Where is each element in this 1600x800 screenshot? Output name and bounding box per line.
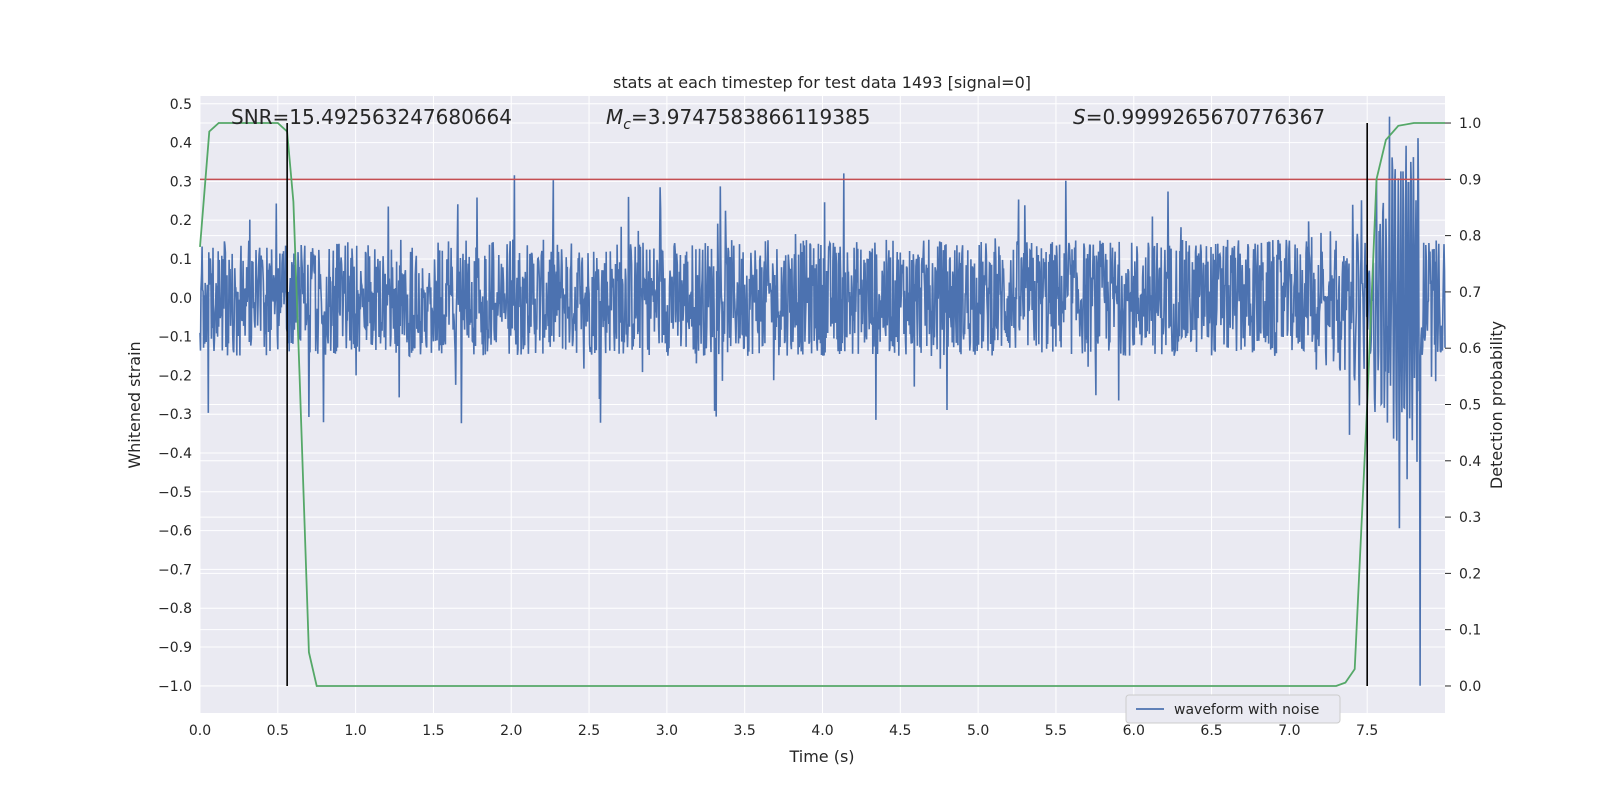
- waveform-line: [199, 116, 1446, 686]
- legend-label: waveform with noise: [1174, 702, 1319, 718]
- y-tick-label: 0.3: [170, 174, 192, 190]
- mc-value: =3.9747583866119385: [631, 105, 870, 129]
- x-ticks: 0.0 0.5 1.0 1.5 2.0 2.5 3.0 3.5 4.0 4.5 5.0 5.5 6.0 6…: [189, 723, 1378, 739]
- x-tick-label: 1.0: [344, 723, 366, 739]
- y2-axis-label: Detection probability: [1487, 321, 1506, 489]
- y-tick-label: −0.2: [158, 368, 192, 384]
- y-tick-label: −0.9: [158, 640, 192, 656]
- y-tick-label: −0.7: [158, 562, 192, 578]
- y2-tick-label: 0.7: [1459, 285, 1481, 301]
- probability-line: [199, 122, 1445, 687]
- y2-tick-label: 0.2: [1459, 566, 1481, 582]
- y-tick-label: 0.2: [170, 213, 192, 229]
- x-tick-label: 2.0: [500, 723, 522, 739]
- y-tick-label: −0.4: [158, 446, 192, 462]
- x-tick-label: 7.5: [1356, 723, 1378, 739]
- mc-subscript: c: [623, 117, 631, 133]
- y2-tick-label: 0.8: [1459, 229, 1481, 245]
- x-tick-label: 7.0: [1278, 723, 1300, 739]
- y2-tick-label: 0.6: [1459, 341, 1481, 357]
- y2-tick-label: 0.0: [1459, 679, 1481, 695]
- y2-tick-label: 0.1: [1459, 623, 1481, 639]
- x-tick-label: 3.0: [656, 723, 678, 739]
- y-tick-label: 0.0: [170, 291, 192, 307]
- x-tick-label: 0.5: [267, 723, 289, 739]
- x-tick-label: 1.5: [422, 723, 444, 739]
- legend-box: [1125, 694, 1341, 724]
- x-tick-label: 6.5: [1200, 723, 1222, 739]
- s-value: =0.9999265670776367: [1086, 105, 1325, 129]
- y2-tick-label: 0.3: [1459, 510, 1481, 526]
- mc-annotation: Mc=3.9747583866119385: [606, 105, 870, 133]
- s-symbol: S: [1073, 105, 1086, 129]
- x-tick-label: 5.0: [967, 723, 989, 739]
- y-tick-label: −0.3: [158, 407, 192, 423]
- y2-tick-label: 0.4: [1459, 454, 1481, 470]
- x-tick-label: 5.5: [1045, 723, 1067, 739]
- x-tick-label: 2.5: [578, 723, 600, 739]
- snr-annotation: SNR=15.492563247680664: [231, 105, 512, 129]
- y-tick-label: −0.5: [158, 485, 192, 501]
- x-axis-label: Time (s): [788, 747, 854, 766]
- annotation-layer: SNR=15.492563247680664 Mc=3.974758386611…: [231, 105, 1325, 133]
- s-annotation: S=0.9999265670776367: [1073, 105, 1325, 129]
- y-tick-label: 0.1: [170, 252, 192, 268]
- y-axis-label: Whitened strain: [125, 341, 144, 468]
- y-tick-label: 0.4: [170, 136, 192, 152]
- y-tick-label: −0.1: [158, 330, 192, 346]
- x-tick-label: 4.5: [889, 723, 911, 739]
- y2-tick-label: 0.5: [1459, 398, 1481, 414]
- mc-symbol: M: [606, 105, 623, 129]
- x-tick-label: 6.0: [1123, 723, 1145, 739]
- chart-title: stats at each timestep for test data 149…: [613, 73, 1031, 92]
- y-tick-label: −1.0: [158, 679, 192, 695]
- y-tick-label: −0.6: [158, 524, 192, 540]
- y2-tick-label: 0.9: [1459, 172, 1481, 188]
- x-tick-label: 3.5: [734, 723, 756, 739]
- series-layer: [199, 116, 1446, 687]
- x-tick-label: 0.0: [189, 723, 211, 739]
- y-ticks: 0.5 0.4 0.3 0.2 0.1 0.0 −0.1 −0.2 −0.3 −0.4 −0.5 −0…: [158, 97, 192, 695]
- y2-ticks: 1.0 0.9 0.8 0.7 0.6 0.5 0.4 0.3 0.2 0.1 0.0: [1445, 116, 1481, 695]
- y-tick-label: 0.5: [170, 97, 192, 113]
- x-tick-label: 4.0: [811, 723, 833, 739]
- y2-tick-label: 1.0: [1459, 116, 1481, 132]
- y-tick-label: −0.8: [158, 601, 192, 617]
- legend: waveform with noise: [1125, 694, 1341, 724]
